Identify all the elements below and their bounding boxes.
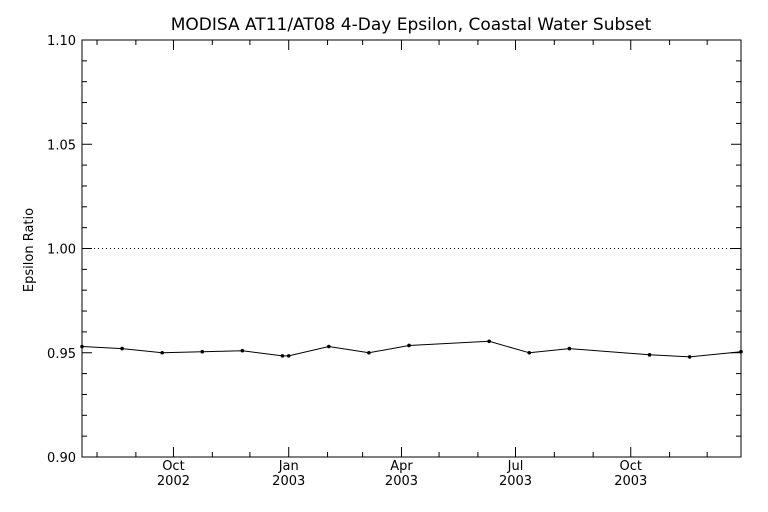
data-point (286, 354, 291, 358)
data-point (280, 354, 285, 358)
chart-title: MODISA AT11/AT08 4-Day Epsilon, Coastal … (171, 15, 652, 35)
x-tick-label-year: 2002 (157, 474, 190, 489)
y-tick-label: 1.05 (47, 138, 76, 153)
x-tick-label-month: Jan (278, 459, 299, 474)
y-tick-label: 1.00 (47, 243, 76, 258)
data-point (687, 355, 692, 359)
y-tick-label: 0.95 (47, 347, 76, 362)
data-point (487, 339, 491, 344)
data-point (327, 344, 331, 349)
x-tick-label-month: Apr (390, 459, 413, 474)
x-tick-label-month: Oct (162, 459, 184, 474)
x-tick-label-month: Oct (620, 459, 642, 474)
plot-area: 0.900.951.001.051.10Oct2002Jan2003Apr200… (47, 34, 743, 489)
data-point (367, 350, 371, 355)
data-point (567, 346, 572, 351)
data-point (739, 349, 743, 354)
y-axis-title: Epsilon Ratio (22, 208, 37, 292)
series-line (81, 340, 742, 358)
y-tick-label: 0.90 (47, 451, 76, 466)
data-point (407, 343, 411, 348)
data-point (647, 353, 652, 357)
data-point (160, 350, 164, 355)
x-tick-label-year: 2003 (272, 474, 305, 489)
data-point (120, 346, 124, 351)
x-tick-label-month: Jul (507, 459, 524, 474)
y-tick-label: 1.10 (47, 34, 76, 49)
data-point (80, 344, 84, 349)
data-point (200, 349, 205, 354)
x-tick-label-year: 2003 (385, 474, 418, 489)
data-point (240, 348, 245, 353)
data-point (527, 350, 532, 355)
x-tick-label-year: 2003 (614, 474, 647, 489)
x-tick-label-year: 2003 (499, 474, 532, 489)
